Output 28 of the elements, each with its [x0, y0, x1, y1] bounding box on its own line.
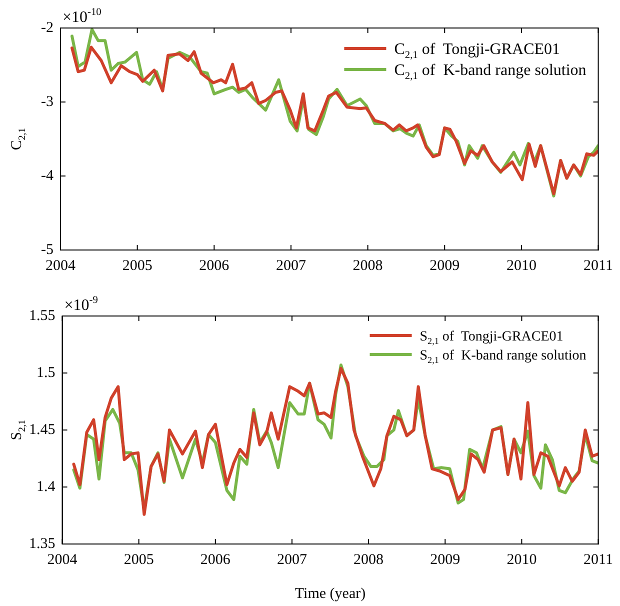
y-tick-label: 1.4 [36, 478, 56, 495]
x-tick-label: 2006 [199, 258, 230, 274]
x-tick-label: 2010 [506, 552, 537, 568]
y-tick-label: -5 [40, 242, 54, 258]
y-tick-label: 1.5 [36, 364, 56, 381]
y-axis-title: S2,1 [9, 420, 28, 440]
x-tick-label: 2007 [276, 258, 306, 274]
y-tick-label: 1.55 [29, 308, 56, 324]
y-tick-label: -2 [40, 20, 54, 36]
y-tick-label: -4 [40, 168, 54, 184]
x-tick-label: 2008 [354, 552, 384, 568]
x-tick-label: 2004 [45, 258, 76, 274]
x-tick-label: 2011 [584, 552, 614, 568]
x-tick-label: 2004 [47, 552, 78, 568]
x-tick-label: 2010 [506, 258, 536, 274]
x-tick-label: 2009 [430, 552, 460, 568]
x-tick-label: 2007 [276, 552, 308, 568]
x-tick-label: 2006 [200, 552, 231, 568]
y-axis-title: C2,1 [9, 128, 28, 150]
x-axis-title: Time (year) [294, 586, 366, 602]
x-tick-label: 2005 [124, 552, 154, 568]
y-tick-label: -3 [40, 94, 54, 110]
y-tick-label: 1.35 [29, 536, 56, 552]
x-tick-label: 2008 [352, 258, 383, 274]
x-tick-label: 2009 [430, 258, 460, 274]
x-tick-label: 2011 [584, 258, 614, 274]
x-tick-label: 2005 [122, 258, 152, 274]
y-tick-label: 1.45 [29, 422, 56, 438]
